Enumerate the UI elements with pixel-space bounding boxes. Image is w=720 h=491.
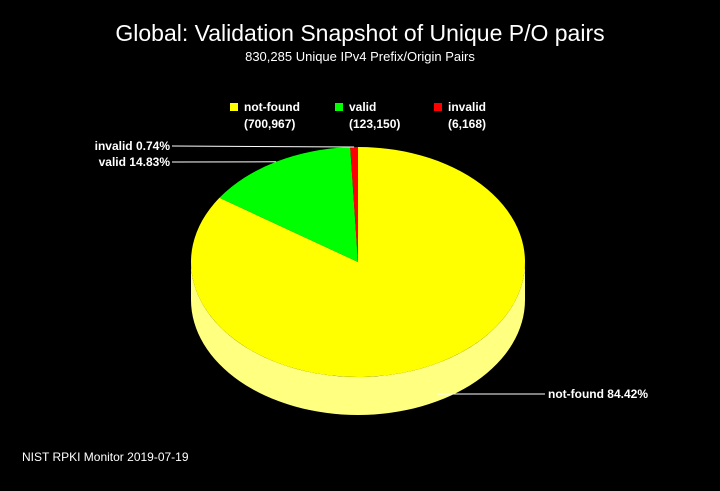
legend-label-valid: valid [349,100,377,114]
legend-label-invalid: invalid [448,100,487,114]
pie-leaders [171,145,545,395]
legend-count-not-found: (700,967) [244,117,296,131]
pie-slice-valid [219,147,358,262]
slice-label-invalid: invalid 0.74% [95,139,171,153]
footer-credit: NIST RPKI Monitor 2019-07-19 [22,450,189,464]
pie-side [191,262,525,415]
legend-swatch-invalid [434,103,442,111]
pie-slices [191,147,526,377]
legend-count-invalid: (6,168) [448,117,487,131]
chart-subtitle: 830,285 Unique IPv4 Prefix/Origin Pairs [245,49,475,64]
chart-title: Global: Validation Snapshot of Unique P/… [115,20,605,46]
pie-slice-not-found [191,147,526,377]
leader-line-invalid [171,145,355,148]
legend-label-not-found: not-found [244,100,300,114]
legend-swatch-valid [335,103,343,111]
pie-side-not-found [191,262,525,415]
pie-slice-invalid [350,147,358,262]
legend-swatch-not-found [230,103,238,111]
pie-labels: not-found 84.42% valid 14.83% invalid 0.74… [95,139,649,401]
slice-label-not-found: not-found 84.42% [548,387,648,401]
legend-count-valid: (123,150) [349,117,401,131]
slice-label-valid: valid 14.83% [99,155,171,169]
